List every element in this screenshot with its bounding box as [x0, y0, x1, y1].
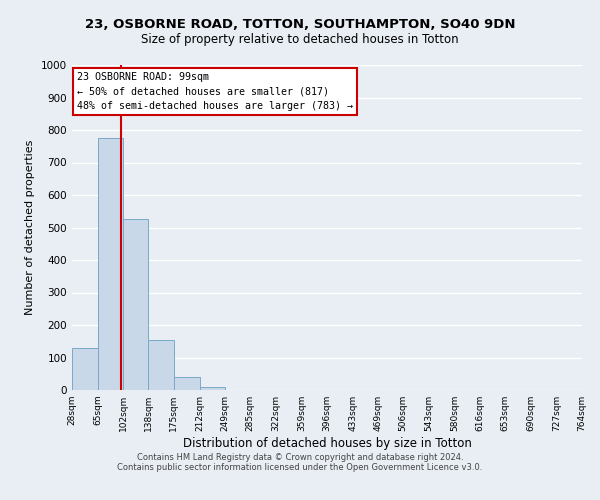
Text: 23 OSBORNE ROAD: 99sqm
← 50% of detached houses are smaller (817)
48% of semi-de: 23 OSBORNE ROAD: 99sqm ← 50% of detached…	[77, 72, 353, 111]
Bar	[174, 377, 199, 390]
Bar	[199, 387, 225, 390]
Text: Size of property relative to detached houses in Totton: Size of property relative to detached ho…	[141, 32, 459, 46]
Text: Contains HM Land Registry data © Crown copyright and database right 2024.: Contains HM Land Registry data © Crown c…	[137, 454, 463, 462]
Bar	[72, 348, 98, 390]
Text: 23, OSBORNE ROAD, TOTTON, SOUTHAMPTON, SO40 9DN: 23, OSBORNE ROAD, TOTTON, SOUTHAMPTON, S…	[85, 18, 515, 30]
Bar	[123, 220, 148, 390]
Bar	[148, 340, 174, 390]
Y-axis label: Number of detached properties: Number of detached properties	[25, 140, 35, 315]
Bar	[98, 138, 123, 390]
X-axis label: Distribution of detached houses by size in Totton: Distribution of detached houses by size …	[182, 437, 472, 450]
Text: Contains public sector information licensed under the Open Government Licence v3: Contains public sector information licen…	[118, 464, 482, 472]
